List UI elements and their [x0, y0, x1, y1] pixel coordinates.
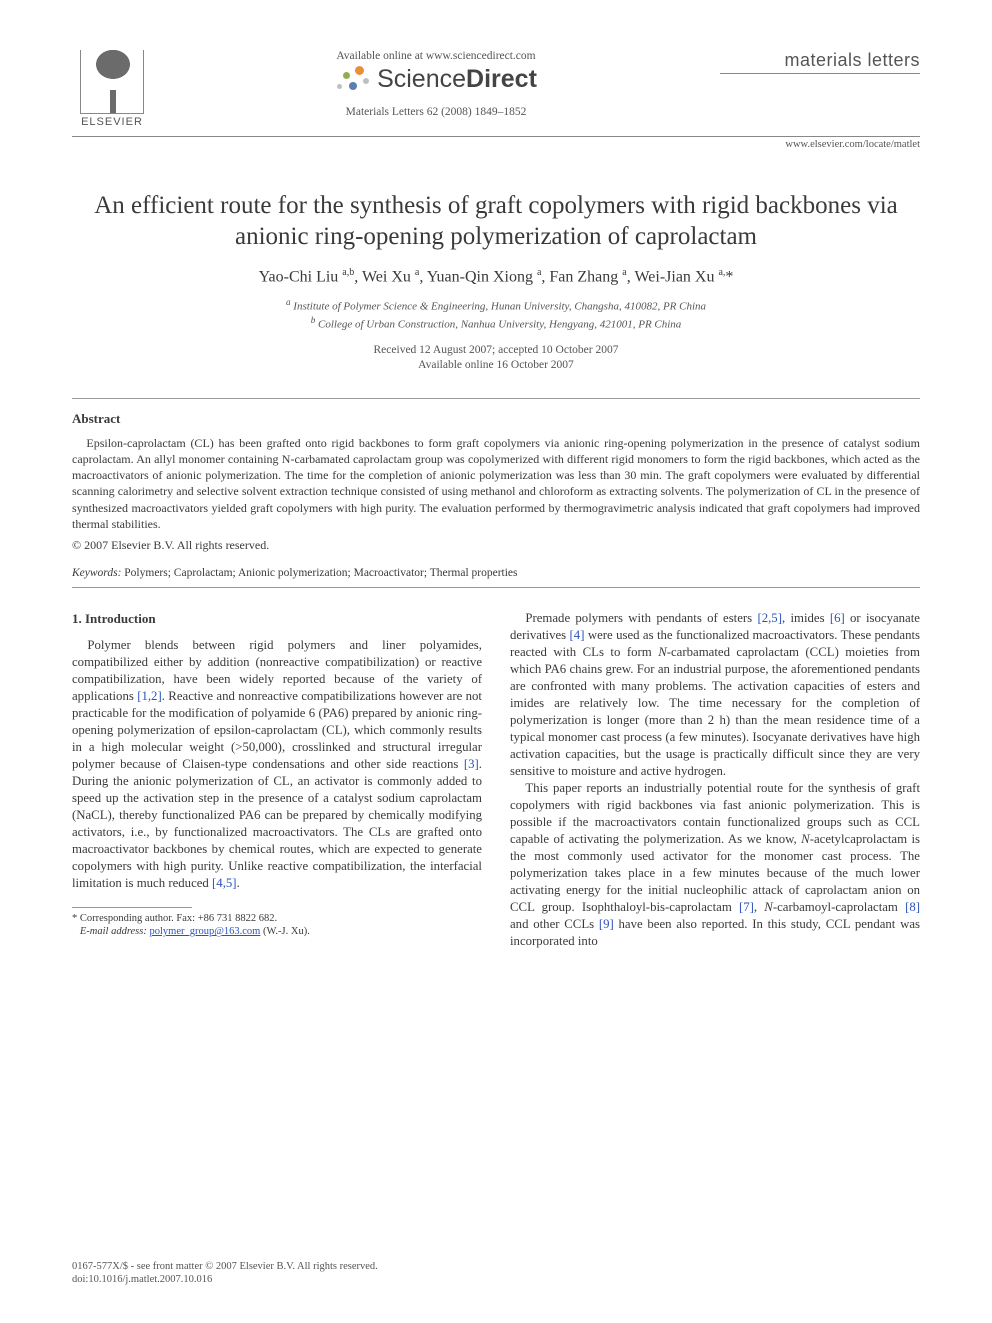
citation-8[interactable]: [8]	[905, 900, 920, 914]
doi-line: doi:10.1016/j.matlet.2007.10.016	[72, 1273, 920, 1287]
sd-dots-icon	[335, 64, 371, 94]
citation-6[interactable]: [6]	[830, 611, 845, 625]
affiliation-a: a Institute of Polymer Science & Enginee…	[72, 296, 920, 315]
header-rule	[72, 136, 920, 137]
elsevier-tree-icon	[80, 50, 144, 114]
affiliation-b: b College of Urban Construction, Nanhua …	[72, 314, 920, 333]
citation-9[interactable]: [9]	[599, 917, 614, 931]
citation-4[interactable]: [4]	[570, 628, 585, 642]
front-matter-footer: 0167-577X/$ - see front matter © 2007 El…	[72, 1260, 920, 1287]
citation-1-2[interactable]: [1,2]	[137, 689, 162, 703]
email-link[interactable]: polymer_group@163.com	[149, 926, 260, 937]
article-dates: Received 12 August 2007; accepted 10 Oct…	[72, 343, 920, 374]
abstract-top-rule	[72, 398, 920, 399]
sciencedirect-text: ScienceDirect	[377, 65, 537, 94]
elsevier-label: ELSEVIER	[72, 116, 152, 128]
header-right: materials letters	[720, 50, 920, 74]
citation-4-5[interactable]: [4,5]	[212, 876, 237, 890]
corresponding-author-note: * Corresponding author. Fax: +86 731 882…	[72, 912, 482, 926]
received-date: Received 12 August 2007; accepted 10 Oct…	[72, 343, 920, 359]
journal-reference: Materials Letters 62 (2008) 1849–1852	[172, 106, 700, 118]
journal-header: ELSEVIER Available online at www.science…	[72, 50, 920, 128]
footnote-rule	[72, 907, 192, 908]
copyright-line: © 2007 Elsevier B.V. All rights reserved…	[72, 538, 920, 553]
journal-url: www.elsevier.com/locate/matlet	[72, 139, 920, 150]
column-left: 1. Introduction Polymer blends between r…	[72, 610, 482, 950]
sciencedirect-logo: ScienceDirect	[172, 64, 700, 94]
body-columns: 1. Introduction Polymer blends between r…	[72, 610, 920, 950]
available-online-line: Available online at www.sciencedirect.co…	[172, 50, 700, 62]
email-line: E-mail address: polymer_group@163.com (W…	[72, 925, 482, 939]
elsevier-logo-block: ELSEVIER	[72, 50, 152, 128]
intro-paragraph-2: Premade polymers with pendants of esters…	[510, 610, 920, 780]
citation-3[interactable]: [3]	[464, 757, 479, 771]
abstract-bottom-rule	[72, 587, 920, 588]
citation-7[interactable]: [7]	[739, 900, 754, 914]
intro-paragraph-1: Polymer blends between rigid polymers an…	[72, 637, 482, 892]
section-1-heading: 1. Introduction	[72, 610, 482, 627]
author-list: Yao-Chi Liu a,b, Wei Xu a, Yuan-Qin Xion…	[72, 267, 920, 286]
front-matter-line: 0167-577X/$ - see front matter © 2007 El…	[72, 1260, 920, 1274]
article-title: An efficient route for the synthesis of …	[72, 190, 920, 253]
column-right: Premade polymers with pendants of esters…	[510, 610, 920, 950]
journal-name-rule	[720, 73, 920, 74]
keywords-line: Keywords: Polymers; Caprolactam; Anionic…	[72, 567, 920, 579]
journal-name: materials letters	[720, 50, 920, 71]
abstract-heading: Abstract	[72, 411, 920, 427]
citation-2-5[interactable]: [2,5]	[757, 611, 782, 625]
online-date: Available online 16 October 2007	[72, 358, 920, 374]
intro-paragraph-3: This paper reports an industrially poten…	[510, 780, 920, 950]
abstract-body: Epsilon-caprolactam (CL) has been grafte…	[72, 435, 920, 532]
header-center: Available online at www.sciencedirect.co…	[152, 50, 720, 118]
